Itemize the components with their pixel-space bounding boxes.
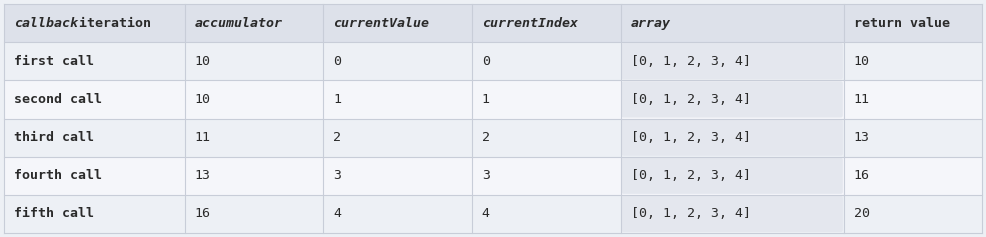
Text: [0, 1, 2, 3, 4]: [0, 1, 2, 3, 4] bbox=[631, 55, 750, 68]
Text: [0, 1, 2, 3, 4]: [0, 1, 2, 3, 4] bbox=[631, 169, 750, 182]
Text: 4: 4 bbox=[482, 207, 490, 220]
Text: return value: return value bbox=[854, 17, 950, 30]
Text: currentValue: currentValue bbox=[333, 17, 429, 30]
Text: 2: 2 bbox=[333, 131, 341, 144]
Text: 13: 13 bbox=[854, 131, 870, 144]
Text: currentIndex: currentIndex bbox=[482, 17, 578, 30]
Text: 4: 4 bbox=[333, 207, 341, 220]
Text: 3: 3 bbox=[482, 169, 490, 182]
Text: 11: 11 bbox=[194, 131, 211, 144]
Text: third call: third call bbox=[14, 131, 94, 144]
Text: 11: 11 bbox=[854, 93, 870, 106]
Text: 10: 10 bbox=[194, 55, 211, 68]
Text: 16: 16 bbox=[194, 207, 211, 220]
Text: second call: second call bbox=[14, 93, 102, 106]
Text: 0: 0 bbox=[333, 55, 341, 68]
Text: 10: 10 bbox=[854, 55, 870, 68]
Text: 16: 16 bbox=[854, 169, 870, 182]
Text: 13: 13 bbox=[194, 169, 211, 182]
Text: array: array bbox=[631, 17, 670, 30]
FancyBboxPatch shape bbox=[621, 81, 843, 118]
Text: 10: 10 bbox=[194, 93, 211, 106]
Bar bbox=[4, 195, 982, 233]
FancyBboxPatch shape bbox=[621, 119, 843, 156]
Text: fourth call: fourth call bbox=[14, 169, 102, 182]
Bar bbox=[4, 118, 982, 157]
FancyBboxPatch shape bbox=[621, 158, 843, 194]
Text: callback: callback bbox=[14, 17, 78, 30]
Text: 3: 3 bbox=[333, 169, 341, 182]
Text: iteration: iteration bbox=[71, 17, 151, 30]
Text: 1: 1 bbox=[333, 93, 341, 106]
Text: 20: 20 bbox=[854, 207, 870, 220]
Text: first call: first call bbox=[14, 55, 94, 68]
Bar bbox=[4, 4, 982, 42]
Text: [0, 1, 2, 3, 4]: [0, 1, 2, 3, 4] bbox=[631, 93, 750, 106]
Text: fifth call: fifth call bbox=[14, 207, 94, 220]
Bar bbox=[4, 80, 982, 118]
Bar bbox=[4, 42, 982, 80]
Text: accumulator: accumulator bbox=[194, 17, 283, 30]
Text: [0, 1, 2, 3, 4]: [0, 1, 2, 3, 4] bbox=[631, 131, 750, 144]
Text: 1: 1 bbox=[482, 93, 490, 106]
FancyBboxPatch shape bbox=[621, 43, 843, 79]
Text: 2: 2 bbox=[482, 131, 490, 144]
Bar bbox=[4, 157, 982, 195]
FancyBboxPatch shape bbox=[621, 196, 843, 232]
Text: 0: 0 bbox=[482, 55, 490, 68]
Text: [0, 1, 2, 3, 4]: [0, 1, 2, 3, 4] bbox=[631, 207, 750, 220]
